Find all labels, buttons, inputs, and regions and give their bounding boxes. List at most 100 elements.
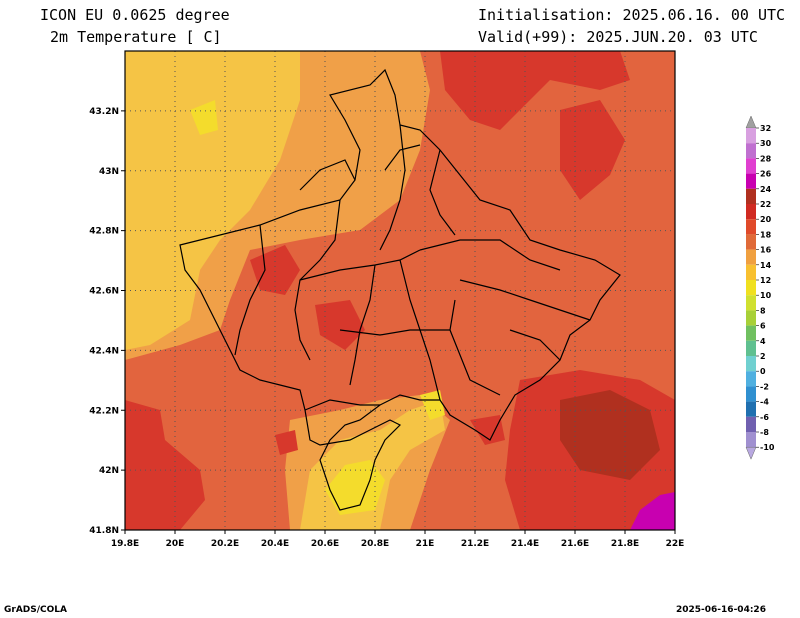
colorbar-segment <box>746 295 756 311</box>
variable-title: 2m Temperature [ C] <box>50 28 222 46</box>
colorbar-label: 18 <box>760 230 772 239</box>
admin-line-8 <box>429 149 456 236</box>
lon-tick-label: 20.2E <box>211 539 239 549</box>
colorbar-segment <box>746 173 756 189</box>
admin-line-11 <box>299 159 356 191</box>
contour-22-se <box>560 390 660 480</box>
colorbar-segment <box>746 249 756 265</box>
colorbar-label: 22 <box>760 200 771 209</box>
colorbar-label: 0 <box>760 367 766 376</box>
colorbar-segment <box>746 188 756 204</box>
lon-tick-label: 21.6E <box>561 539 589 549</box>
contour-14 <box>125 51 300 350</box>
colorbar-label: 28 <box>760 154 772 163</box>
contour-12-s <box>325 460 385 515</box>
lat-tick-label: 42.2N <box>89 406 119 416</box>
software-credit: GrADS/COLA <box>4 605 67 615</box>
lon-tick-label: 21.2E <box>461 539 489 549</box>
colorbar-label: 2 <box>760 352 766 361</box>
lat-tick-label: 43N <box>99 167 119 177</box>
contour-12-w <box>190 100 218 135</box>
colorbar-label: 6 <box>760 322 766 331</box>
colorbar-label: -6 <box>760 413 769 422</box>
contour-20-c2 <box>315 300 365 350</box>
colorbar-segment <box>746 264 756 280</box>
colorbar-segment <box>746 158 756 174</box>
colorbar-label: 16 <box>760 246 772 255</box>
colorbar-segment <box>746 401 756 417</box>
lon-tick-label: 21.4E <box>511 539 539 549</box>
colorbar-segment <box>746 416 756 432</box>
colorbar-segment <box>746 325 756 341</box>
colorbar-segment <box>746 219 756 235</box>
contour-20-ne <box>440 51 630 130</box>
admin-line-12 <box>339 329 450 336</box>
contour-20-c3 <box>470 415 505 445</box>
colorbar-label: -10 <box>760 443 775 452</box>
contour-20-c1 <box>250 245 300 295</box>
colorbar-segment <box>746 204 756 220</box>
render-timestamp: 2025-06-16-04:26 <box>676 605 766 615</box>
colorbar-segment <box>746 371 756 387</box>
lat-tick-label: 42.8N <box>89 227 119 237</box>
colorbar-segment <box>746 143 756 159</box>
lat-tick-label: 41.8N <box>89 526 119 536</box>
lon-tick-label: 21E <box>416 539 435 549</box>
lat-tick-label: 42.4N <box>89 346 119 356</box>
colorbar-label: -8 <box>760 428 769 437</box>
colorbar-bottom-arrow <box>745 446 757 460</box>
country-borders <box>179 68 621 511</box>
contour-20-sw <box>125 400 205 530</box>
lon-tick-label: 20.4E <box>261 539 289 549</box>
admin-line-1 <box>234 224 266 356</box>
admin-line-13 <box>509 329 561 361</box>
admin-line-4 <box>349 264 376 386</box>
colorbar-label: 14 <box>760 261 772 270</box>
colorbar-label: -2 <box>760 382 769 391</box>
admin-line-9 <box>459 279 591 321</box>
contour-16-b <box>330 80 420 180</box>
lat-tick-label: 42.6N <box>89 287 119 297</box>
colorbar-label: 8 <box>760 306 766 315</box>
colorbar-label: 26 <box>760 170 772 179</box>
colorbar-label: 30 <box>760 139 772 148</box>
colorbar-segment <box>746 356 756 372</box>
colorbar-segment <box>746 340 756 356</box>
lat-tick-label: 43.2N <box>89 107 119 117</box>
kosovo-outline <box>179 68 621 511</box>
colorbar-segment <box>746 386 756 402</box>
colorbar-segment <box>746 432 756 448</box>
colorbar-segment <box>746 280 756 296</box>
colorbar-label: 20 <box>760 215 772 224</box>
lon-tick-label: 21.8E <box>611 539 639 549</box>
colorbar-label: 12 <box>760 276 771 285</box>
colorbar-segment <box>746 310 756 326</box>
map-axes: 19.8E 20E 20.2E 20.4E 20.6E 20.8E 21E 21.2E 21.4… <box>89 107 684 549</box>
admin-line-6 <box>419 239 561 271</box>
lat-tick-label: 42N <box>99 466 119 476</box>
contour-20-c4 <box>275 430 298 455</box>
lon-tick-label: 20E <box>166 539 185 549</box>
gridlines <box>125 51 675 530</box>
model-title: ICON EU 0.0625 degree <box>40 6 230 24</box>
colorbar-top-arrow <box>745 115 757 129</box>
admin-line-7 <box>379 124 406 251</box>
admin-line-14 <box>384 144 421 171</box>
colorbar-label: 24 <box>760 185 772 194</box>
colorbar-label: 10 <box>760 291 772 300</box>
contour-12-s2 <box>420 390 445 420</box>
initialisation-time: Initialisation: 2025.06.16. 00 UTC <box>478 6 786 24</box>
colorbar-segment <box>746 128 756 144</box>
lon-tick-label: 22E <box>666 539 685 549</box>
contour-24-corner <box>630 492 675 530</box>
colorbar-label: -4 <box>760 398 769 407</box>
colorbar-label: 4 <box>760 337 766 346</box>
admin-line-15 <box>304 399 380 411</box>
contour-20-e <box>560 100 625 200</box>
lon-tick-label: 20.8E <box>361 539 389 549</box>
colorbar-label: 32 <box>760 124 771 133</box>
admin-line-10 <box>449 299 501 396</box>
lon-tick-label: 19.8E <box>111 539 139 549</box>
